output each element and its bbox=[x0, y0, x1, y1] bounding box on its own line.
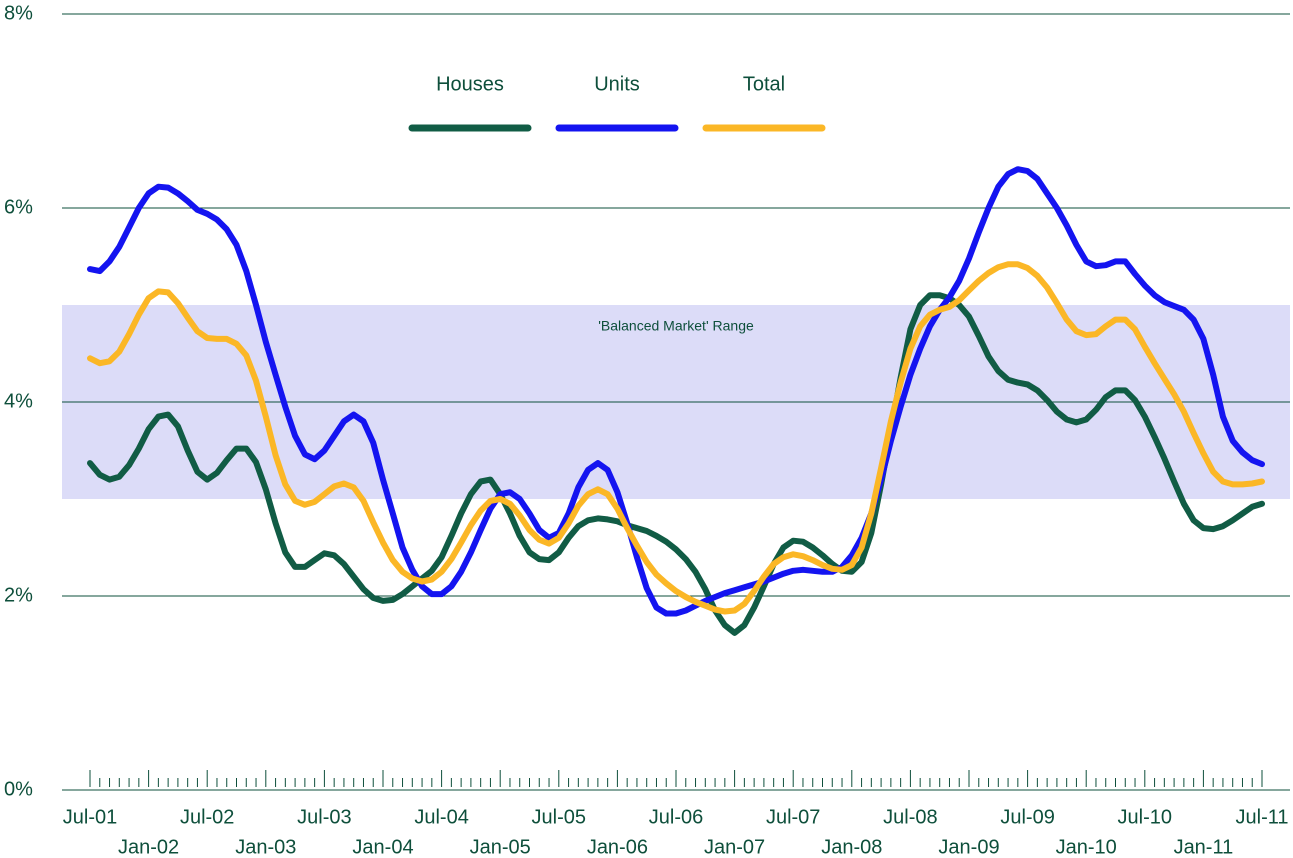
x-tick-label: Jul-01 bbox=[63, 806, 117, 828]
x-tick-label: Jul-09 bbox=[1000, 806, 1054, 828]
band-label: 'Balanced Market' Range bbox=[598, 318, 754, 334]
x-tick-label: Jan-04 bbox=[352, 836, 413, 858]
x-tick-label: Jan-02 bbox=[118, 836, 179, 858]
x-tick-label: Jan-06 bbox=[587, 836, 648, 858]
x-tick-label: Jul-06 bbox=[649, 806, 703, 828]
series-line bbox=[87, 292, 1265, 636]
x-tick-label: Jul-08 bbox=[883, 806, 937, 828]
x-tick-label: Jul-05 bbox=[532, 806, 586, 828]
y-tick-label: 6% bbox=[4, 196, 33, 218]
x-tick-label: Jan-08 bbox=[821, 836, 882, 858]
x-tick-label: Jul-02 bbox=[180, 806, 234, 828]
y-tick-label: 8% bbox=[4, 2, 33, 24]
x-tick-label: Jul-07 bbox=[766, 806, 820, 828]
x-tick-label: Jan-10 bbox=[1056, 836, 1117, 858]
series-line bbox=[87, 261, 1265, 615]
legend-label: Total bbox=[743, 73, 785, 95]
series-line bbox=[87, 166, 1265, 617]
x-tick-label: Jan-03 bbox=[235, 836, 296, 858]
x-tick-label: Jul-04 bbox=[414, 806, 468, 828]
x-tick-label: Jan-07 bbox=[704, 836, 765, 858]
y-tick-label: 0% bbox=[4, 778, 33, 800]
x-tick-label: Jul-03 bbox=[297, 806, 351, 828]
x-tick-label: Jul-10 bbox=[1118, 806, 1172, 828]
legend-label: Units bbox=[594, 73, 640, 95]
x-tick-label: Jan-11 bbox=[1174, 836, 1234, 858]
x-tick-label: Jan-05 bbox=[470, 836, 531, 858]
y-tick-label: 4% bbox=[4, 390, 33, 412]
x-tick-label: Jan-09 bbox=[938, 836, 999, 858]
legend-label: Houses bbox=[436, 73, 504, 95]
x-tick-label: Jul-11 bbox=[1236, 806, 1289, 828]
y-tick-label: 2% bbox=[4, 584, 33, 606]
